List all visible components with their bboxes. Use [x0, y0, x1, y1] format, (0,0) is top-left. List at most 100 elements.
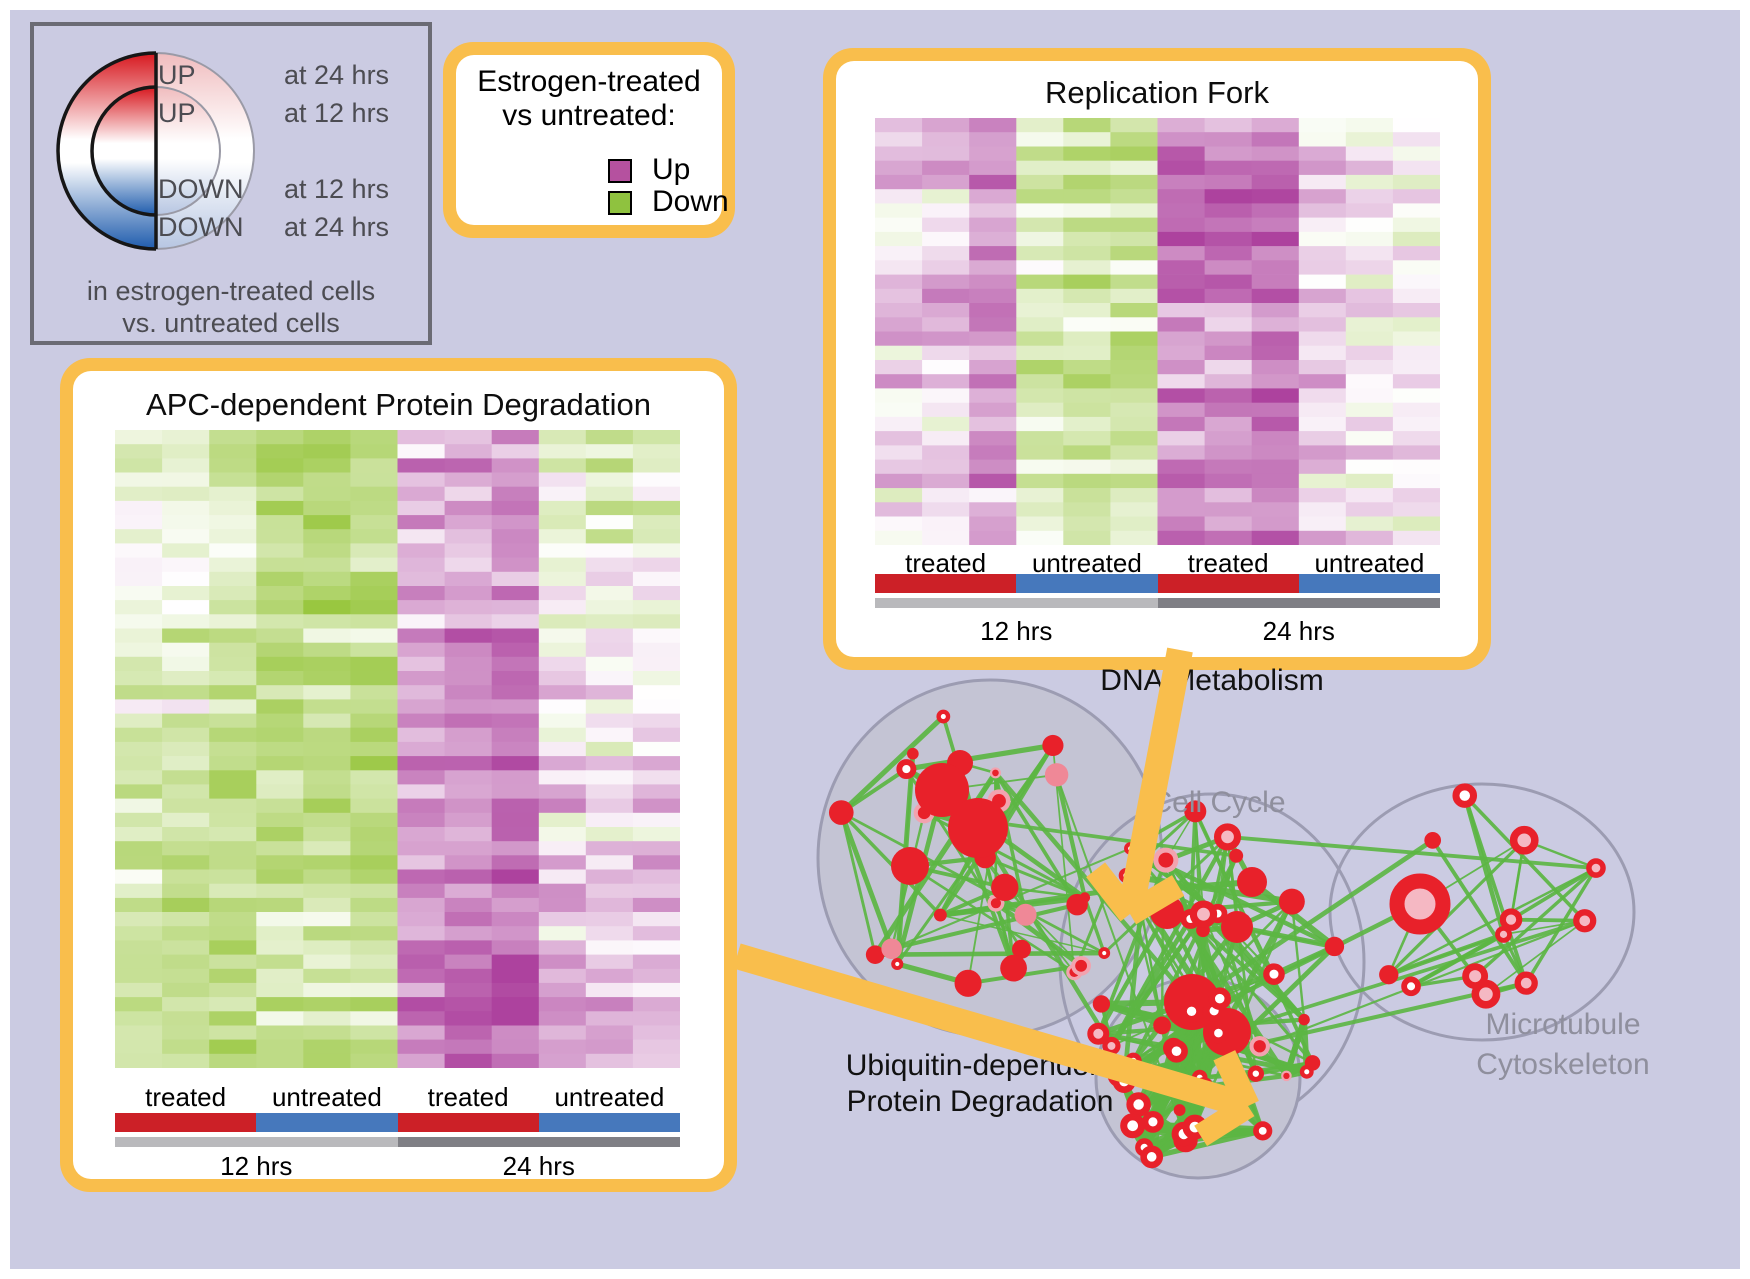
gene-set-node [1401, 976, 1421, 997]
group-label-treated-2: treated [427, 1082, 509, 1112]
label-cell-cycle: Cell Cycle [1150, 786, 1286, 819]
group-label-treated-2: treated [1187, 548, 1269, 578]
gene-set-node [1304, 1055, 1321, 1071]
gene-set-node [1514, 971, 1538, 995]
gene-set-node [1066, 893, 1088, 916]
gene-set-node [1247, 1065, 1265, 1082]
gene-set-node [1124, 842, 1137, 855]
estrogen-legend-title-2: vs untreated: [502, 99, 676, 132]
label-microtubule-line2: Cytoskeleton [1476, 1048, 1650, 1081]
timepoint-label-12hrs: 12 hrs [220, 1151, 293, 1181]
gene-set-node [1042, 734, 1064, 757]
gene-set-node [828, 800, 854, 825]
condition-bar-untreated [256, 1113, 398, 1132]
ring-row-time: at 12 hrs [284, 98, 390, 128]
gene-set-node [1324, 936, 1345, 957]
timepoint-bar-24hrs [1157, 598, 1440, 608]
updown-ring-legend: UP at 24 hrs UP at 12 hrs DOWN at 12 hrs… [30, 22, 432, 345]
gene-set-node [1014, 903, 1037, 926]
condition-bar-treated [875, 574, 1017, 593]
condition-bar-treated [397, 1113, 539, 1132]
gene-set-node [1278, 888, 1305, 915]
updown-ring-glyph [56, 51, 255, 251]
gene-set-node [1182, 1114, 1208, 1140]
gene-set-node [1253, 1121, 1273, 1141]
ring-row-time: at 24 hrs [284, 212, 390, 242]
gene-set-node [1573, 909, 1597, 933]
replication-fork-title: Replication Fork [1045, 75, 1269, 110]
apc-degradation-panel: APC-dependent Protein Degradation treate… [60, 358, 737, 1192]
gene-set-node [1180, 1000, 1203, 1023]
down-color-swatch [608, 191, 632, 215]
gene-set-node [1173, 1104, 1186, 1116]
gene-set-node [1087, 1022, 1110, 1045]
gene-set-node [1229, 848, 1244, 863]
gene-set-node [1389, 873, 1451, 935]
gene-set-node [1118, 867, 1134, 883]
ring-row-time: at 24 hrs [284, 60, 390, 90]
timepoint-bar-12hrs [875, 598, 1158, 608]
replication-fork-heatmap [875, 118, 1440, 545]
gene-set-node [1509, 825, 1539, 855]
gene-set-node [1237, 867, 1267, 897]
condition-bar-untreated [1298, 574, 1440, 593]
gene-set-node [1424, 832, 1442, 849]
replication-fork-panel: Replication Fork treated untreated treated… [823, 48, 1491, 670]
condition-bar-untreated [538, 1113, 680, 1132]
gene-set-node [1101, 885, 1113, 897]
estrogen-legend-title-1: Estrogen-treated [477, 65, 701, 98]
gene-set-node [1208, 1022, 1229, 1044]
gene-set-node [1213, 823, 1242, 851]
gene-set-node [1194, 1077, 1214, 1096]
ring-row-dir: UP [158, 98, 196, 128]
group-label-treated-0: treated [145, 1082, 227, 1112]
up-color-swatch [608, 159, 632, 183]
gene-set-node [1298, 1013, 1310, 1026]
gene-set-node [1263, 963, 1285, 985]
gene-set-node [1092, 995, 1111, 1013]
gene-set-node [1044, 763, 1069, 787]
gene-set-node [1153, 1016, 1171, 1035]
gene-set-node [915, 763, 969, 817]
condition-bar-treated [1157, 574, 1299, 593]
ring-row-time: at 12 hrs [284, 174, 390, 204]
gene-set-node [1165, 1039, 1188, 1063]
group-label-untreated-3: untreated [554, 1082, 665, 1112]
gene-set-node [1495, 925, 1512, 943]
gene-set-node [891, 847, 929, 885]
gene-set-node [896, 759, 917, 780]
ring-row-dir: DOWN [158, 212, 244, 242]
gene-set-node [1452, 783, 1478, 808]
gene-set-node [991, 873, 1019, 902]
label-ubiquitin-line2: Protein Degradation [846, 1085, 1114, 1118]
gene-set-node [936, 709, 951, 724]
down-label: Down [652, 185, 729, 218]
gene-set-node [1586, 858, 1606, 878]
apc-degradation-heatmap [115, 430, 680, 1068]
label-microtubule-line1: Microtubule [1485, 1008, 1641, 1041]
gene-set-node [1120, 1113, 1146, 1139]
timepoint-bar-24hrs [397, 1137, 680, 1147]
group-label-untreated-1: untreated [1031, 548, 1142, 578]
timepoint-bar-12hrs [115, 1137, 398, 1147]
gene-set-node [907, 747, 919, 760]
estrogen-legend-inner: Estrogen-treated vs untreated: Up Down [456, 55, 729, 225]
gene-set-node [1162, 1073, 1185, 1096]
gene-set-node [1189, 900, 1218, 928]
group-label-treated-0: treated [905, 548, 987, 578]
gene-set-node [1126, 1092, 1151, 1117]
gene-set-node [1221, 911, 1253, 943]
group-label-untreated-1: untreated [271, 1082, 382, 1112]
ring-legend-footer-2: vs. untreated cells [122, 308, 340, 338]
gene-set-node [1140, 1145, 1164, 1169]
gene-set-node [1150, 895, 1184, 929]
gene-set-node [1471, 979, 1501, 1009]
label-dna-metabolism: DNA Metabolism [1100, 664, 1324, 697]
gene-set-node [1098, 947, 1111, 960]
gene-set-node [948, 798, 1008, 858]
apc-degradation-title: APC-dependent Protein Degradation [146, 387, 651, 422]
gene-set-node [881, 938, 902, 960]
estrogen-legend-panel: Estrogen-treated vs untreated: Up Down [443, 42, 735, 238]
label-ubiquitin-line1: Ubiquitin-dependent [845, 1049, 1115, 1082]
